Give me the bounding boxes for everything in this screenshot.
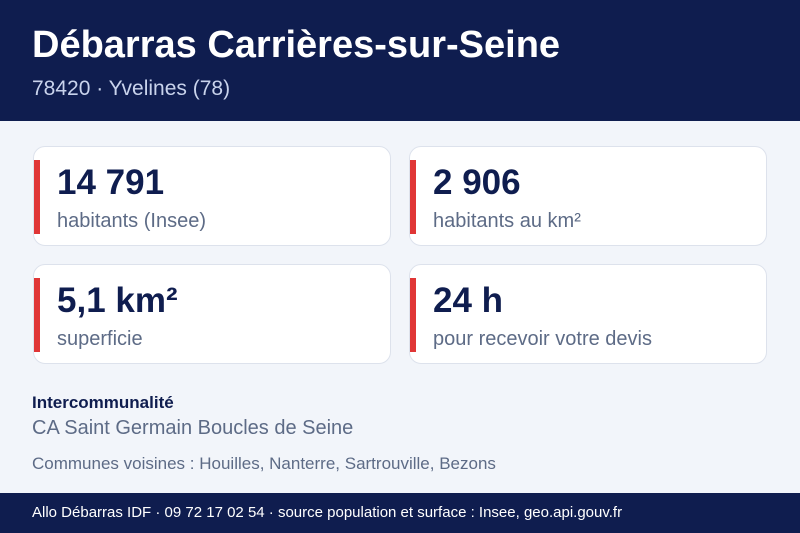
page-title: Débarras Carrières-sur-Seine [32, 24, 561, 66]
card-accent-bar [410, 278, 416, 352]
stat-value: 14 791 [57, 163, 165, 202]
stat-label: habitants (Insee) [57, 210, 206, 232]
card-accent-bar [34, 160, 40, 234]
stat-label: habitants au km² [433, 210, 581, 232]
card-accent-bar [34, 278, 40, 352]
page-subtitle: 78420 · Yvelines (78) [32, 77, 231, 100]
stat-card-population: 14 791 habitants (Insee) [33, 146, 391, 246]
footer-bar: Allo Débarras IDF · 09 72 17 02 54 · sou… [0, 493, 800, 533]
footer-text: Allo Débarras IDF · 09 72 17 02 54 · sou… [32, 504, 623, 521]
stat-label: superficie [57, 328, 143, 350]
stat-label: pour recevoir votre devis [433, 328, 652, 350]
card-accent-bar [410, 160, 416, 234]
stat-value: 5,1 km² [57, 281, 178, 320]
stat-value: 2 906 [433, 163, 521, 202]
header-banner: Débarras Carrières-sur-Seine 78420 · Yve… [0, 0, 800, 121]
stat-value: 24 h [433, 281, 504, 320]
stat-card-quote-delay: 24 h pour recevoir votre devis [409, 264, 767, 364]
neighbouring-communes: Communes voisines : Houilles, Nanterre, … [32, 454, 496, 473]
intercommunalite-value: CA Saint Germain Boucles de Seine [32, 417, 354, 439]
intercommunalite-heading: Intercommunalité [32, 393, 174, 412]
stat-card-area: 5,1 km² superficie [33, 264, 391, 364]
stat-card-density: 2 906 habitants au km² [409, 146, 767, 246]
